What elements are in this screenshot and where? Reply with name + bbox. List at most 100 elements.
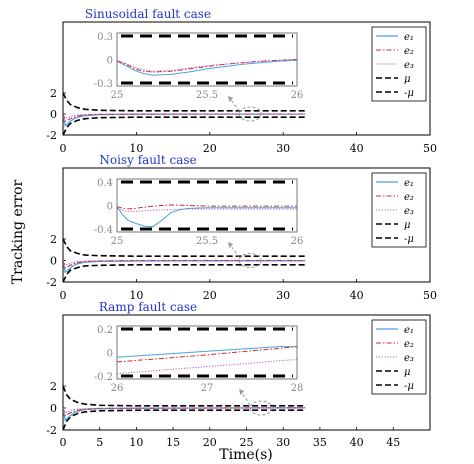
zoom-arrow-head <box>239 389 245 395</box>
main-series-group <box>63 238 306 282</box>
x-tick-label: 40 <box>350 289 364 302</box>
legend: e₁ e₂ e₃ μ -μ <box>371 319 427 395</box>
x-tick-label: 50 <box>423 289 437 302</box>
x-tick-label: 30 <box>276 436 290 449</box>
legend-entry-5: -μ <box>404 381 414 392</box>
main-series-group <box>63 92 306 135</box>
y-tick-label: 2 <box>50 380 57 393</box>
series-4-line <box>63 238 306 257</box>
x-tick-label: 30 <box>276 142 290 155</box>
series-3-line <box>63 407 306 414</box>
panel-title: Sinusoidal fault case <box>85 7 211 21</box>
zoom-arrow-head <box>228 96 234 102</box>
x-tick-label: 25 <box>240 436 254 449</box>
x-tick-label: 50 <box>423 142 437 155</box>
series-2-line <box>63 259 306 269</box>
zoom-region-marker <box>249 400 273 416</box>
inset-frame <box>116 32 298 87</box>
legend-entry-1: e₁ <box>404 178 414 189</box>
y-tick-label: 2 <box>50 233 57 246</box>
legend-entry-5: -μ <box>404 234 414 245</box>
y-tick-label: 0 <box>50 255 57 268</box>
inset-y-tick-label: 0.4 <box>97 178 113 189</box>
x-tick-label: 35 <box>313 436 327 449</box>
legend-entry-4: μ <box>404 74 411 85</box>
inset-series-3-line <box>116 359 298 375</box>
legend-entry-3: e₃ <box>404 60 414 71</box>
inset-x-tick-label: 26 <box>291 236 304 247</box>
inset-x-tick-label: 25.5 <box>196 236 218 247</box>
x-tick-label: 40 <box>350 436 364 449</box>
inset-y-tick-label: 0.2 <box>97 325 113 336</box>
inset-x-tick-label: 26 <box>111 383 124 394</box>
inset-series-1-line <box>116 59 298 76</box>
x-tick-label: 45 <box>386 436 400 449</box>
inset-x-tick-label: 25 <box>111 90 124 101</box>
x-tick-label: 20 <box>203 142 217 155</box>
panel-title: Noisy fault case <box>99 153 196 167</box>
panel-title: Ramp fault case <box>99 300 197 314</box>
inset-series-3-line <box>116 59 298 72</box>
inset-series-1-line <box>116 346 297 358</box>
series-4-line <box>63 385 306 407</box>
x-tick-label: 20 <box>203 436 217 449</box>
inset-y-tick-label: 0.3 <box>97 32 113 43</box>
series-3-line <box>63 113 306 119</box>
y-axis-label: Tracking error <box>10 179 26 284</box>
x-tick-label: 0 <box>60 436 67 449</box>
legend-entry-3: e₃ <box>404 353 414 364</box>
series-5-line <box>63 116 306 135</box>
legend-entry-2: e₂ <box>404 192 414 203</box>
legend-entry-5: -μ <box>404 88 414 99</box>
legend: e₁ e₂ e₃ μ -μ <box>371 26 427 102</box>
inset-x-tick-label: 27 <box>201 383 214 394</box>
y-tick-label: 0 <box>50 402 57 415</box>
inset-y-tick-label: 0 <box>107 202 113 213</box>
inset-series-3-line <box>116 207 297 212</box>
main-series-group <box>63 385 306 430</box>
inset-y-tick-label: 0 <box>107 56 113 67</box>
zoom-arrow-head <box>228 242 234 248</box>
inset-y-tick-label: -0.4 <box>94 225 113 236</box>
zoom-region-marker <box>238 253 262 268</box>
x-tick-label: 0 <box>60 289 67 302</box>
legend-entry-3: e₃ <box>404 206 414 217</box>
y-tick-label: -2 <box>46 129 57 142</box>
legend-entry-2: e₂ <box>404 339 414 350</box>
legend-box <box>371 26 427 102</box>
x-tick-label: 10 <box>129 142 143 155</box>
series-5-line <box>63 409 306 430</box>
x-tick-label: 10 <box>129 289 143 302</box>
zoom-region-marker <box>238 106 262 122</box>
legend-entry-1: e₁ <box>404 32 414 43</box>
legend-box <box>371 172 427 248</box>
inset-x-tick-label: 25.5 <box>196 90 218 101</box>
x-tick-label: 30 <box>276 289 290 302</box>
inset-x-tick-label: 28 <box>291 383 304 394</box>
inset-series-2-line <box>116 204 297 210</box>
series-2-line <box>63 113 306 123</box>
inset-frame <box>116 325 298 380</box>
inset: 26 27 28 0.2 0 -0.2 <box>94 325 304 394</box>
x-axis-label: Time(s) <box>219 447 272 463</box>
inset-series-2-line <box>116 346 298 363</box>
x-tick-label: 10 <box>129 436 143 449</box>
y-tick-label: 0 <box>50 108 57 121</box>
series-5-line <box>63 264 306 282</box>
series-4-line <box>63 92 306 112</box>
inset: 25 25.5 26 0.4 0 -0.4 <box>94 178 304 247</box>
x-tick-label: 20 <box>203 289 217 302</box>
x-tick-label: 40 <box>350 142 364 155</box>
series-3-line <box>63 260 306 266</box>
inset-y-tick-label: 0 <box>107 349 113 360</box>
legend-entry-4: μ <box>404 220 411 231</box>
legend-box <box>371 319 427 395</box>
inset-frame <box>116 178 298 233</box>
inset-series-1-line <box>116 206 297 228</box>
inset-y-tick-label: -0.3 <box>94 79 113 90</box>
inset-x-tick-label: 26 <box>291 90 304 101</box>
